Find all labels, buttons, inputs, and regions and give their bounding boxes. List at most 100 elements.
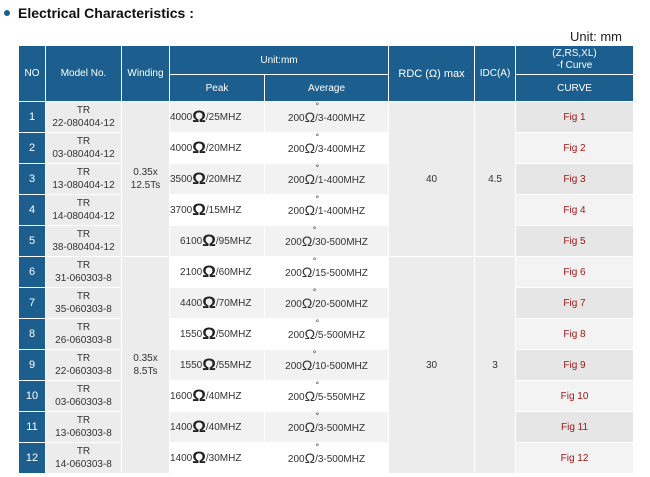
row-peak: 4000Ω/20MHZ [169, 132, 265, 164]
row-no: 12 [18, 442, 46, 474]
avg-value: 200 [287, 454, 305, 465]
row-no: 5 [18, 225, 46, 257]
curve-link[interactable]: Fig 2 [515, 132, 635, 164]
curve-link[interactable]: Fig 1 [515, 101, 635, 133]
row-model: TR 14-060303-8 [45, 442, 122, 474]
row-no: 4 [18, 194, 46, 226]
row-average: 200Ω °/3-500MHZ [263, 411, 390, 443]
row-peak: 1550Ω/50MHZ [169, 318, 265, 350]
row-peak: 1400Ω/40MHZ [169, 411, 265, 443]
ohm-degree-icon: Ω ° [304, 380, 320, 404]
table-row: 10 TR 03-060303-8 1600Ω/40MHZ 200Ω °/5-550MH… [18, 380, 635, 412]
peak-value: 6100 [180, 236, 203, 247]
group-rdc: 40 [388, 101, 476, 257]
row-average: 200Ω °/15-500MHZ [263, 256, 390, 288]
ohm-icon: Ω [192, 138, 206, 157]
group-idc: 4.5 [474, 101, 517, 257]
peak-freq: /95MHZ [215, 236, 252, 247]
table-row: 4 TR 14-080404-12 3700Ω/15MHZ 200Ω °/1-400MH… [18, 194, 635, 226]
avg-value: 200 [287, 144, 305, 155]
bullet-icon [4, 10, 10, 16]
curve-link[interactable]: Fig 9 [515, 349, 635, 381]
ohm-degree-icon: Ω ° [301, 287, 317, 311]
row-peak: 1400Ω/30MHZ [169, 442, 265, 474]
row-model: TR 03-060303-8 [45, 380, 122, 412]
curve-link[interactable]: Fig 3 [515, 163, 635, 195]
avg-freq: /30-500MHZ [312, 237, 368, 248]
row-no: 8 [18, 318, 46, 350]
header-model: Model No. [45, 45, 122, 102]
table-row: 2 TR 03-080404-12 4000Ω/20MHZ 200Ω °/3-400MH… [18, 132, 635, 164]
avg-freq: /15-500MHZ [312, 268, 368, 279]
curve-link[interactable]: Fig 12 [515, 442, 635, 474]
avg-value: 200 [287, 423, 305, 434]
avg-freq: /10-500MHZ [312, 361, 368, 372]
avg-value: 200 [287, 330, 305, 341]
table-row: 11 TR 13-060303-8 1400Ω/40MHZ 200Ω °/3-500MH… [18, 411, 635, 443]
row-no: 9 [18, 349, 46, 381]
header-no: NO [18, 45, 46, 102]
avg-freq: /1-400MHZ [315, 206, 366, 217]
avg-freq: /5-550MHZ [315, 392, 366, 403]
row-peak: 2100Ω/60MHZ [169, 256, 265, 288]
row-model: TR 38-080404-12 [45, 225, 122, 257]
curve-link[interactable]: Fig 10 [515, 380, 635, 412]
avg-value: 200 [287, 113, 305, 124]
row-no: 6 [18, 256, 46, 288]
avg-freq: /3-500MHZ [315, 454, 366, 465]
row-model: TR 13-060303-8 [45, 411, 122, 443]
avg-freq: /3-400MHZ [315, 113, 366, 124]
row-no: 2 [18, 132, 46, 164]
row-peak: 3500Ω/20MHZ [169, 163, 265, 195]
curve-link[interactable]: Fig 7 [515, 287, 635, 319]
row-model: TR 35-060303-8 [45, 287, 122, 319]
row-no: 7 [18, 287, 46, 319]
peak-value: 1400 [170, 422, 193, 433]
ohm-degree-icon: Ω ° [304, 101, 320, 125]
row-model: TR 22-080404-12 [45, 101, 122, 133]
curve-link[interactable]: Fig 5 [515, 225, 635, 257]
section-title: Electrical Characteristics : [4, 3, 194, 23]
ohm-degree-icon: Ω ° [304, 194, 320, 218]
row-model: TR 13-080404-12 [45, 163, 122, 195]
peak-value: 2100 [180, 267, 203, 278]
ohm-degree-icon: Ω ° [304, 318, 320, 342]
curve-link[interactable]: Fig 4 [515, 194, 635, 226]
ohm-icon: Ω [202, 324, 216, 343]
ohm-degree-icon: Ω ° [304, 411, 320, 435]
avg-value: 200 [285, 268, 302, 279]
ohm-degree-icon: Ω ° [301, 349, 317, 373]
peak-value: 4400 [180, 298, 203, 309]
avg-value: 200 [285, 237, 302, 248]
peak-value: 4000 [170, 112, 193, 123]
table-row: 6 TR 31-060303-8 0.35x 8.5Ts 2100Ω/60MHZ 200… [18, 256, 635, 474]
ohm-icon: Ω [202, 231, 216, 250]
row-peak: 4000Ω/25MHZ [169, 101, 265, 133]
peak-value: 1400 [170, 453, 193, 464]
curve-link[interactable]: Fig 11 [515, 411, 635, 443]
peak-value: 3500 [170, 174, 193, 185]
row-model: TR 31-060303-8 [45, 256, 122, 288]
header-curve-top: (Z,RS,XL) -f Curve [515, 45, 635, 75]
group-idc: 3 [474, 256, 517, 474]
ohm-icon: Ω [202, 293, 216, 312]
header-average: Average [263, 74, 390, 102]
avg-freq: /1-400MHZ [315, 175, 366, 186]
characteristics-table: NO Model No. Winding Unit:mm RDC (Ω) max… [18, 45, 635, 474]
row-average: 200Ω °/1-400MHZ [263, 194, 390, 226]
peak-value: 4000 [170, 143, 193, 154]
row-average: 200Ω °/3-400MHZ [263, 101, 390, 133]
ohm-icon: Ω [202, 355, 216, 374]
page-title: Electrical Characteristics : [18, 5, 194, 21]
avg-value: 200 [287, 392, 305, 403]
row-average: 200Ω °/5-550MHZ [263, 380, 390, 412]
curve-link[interactable]: Fig 8 [515, 318, 635, 350]
row-peak: 1600Ω/40MHZ [169, 380, 265, 412]
curve-link[interactable]: Fig 6 [515, 256, 635, 288]
peak-freq: /20MHZ [205, 143, 242, 154]
ohm-degree-icon: Ω ° [301, 256, 317, 280]
table-row: 9 TR 22-060303-8 1550Ω/55MHZ 200Ω °/10-500MH… [18, 349, 635, 381]
peak-freq: /55MHZ [215, 360, 252, 371]
row-no: 11 [18, 411, 46, 443]
ohm-degree-icon: Ω ° [301, 225, 317, 249]
